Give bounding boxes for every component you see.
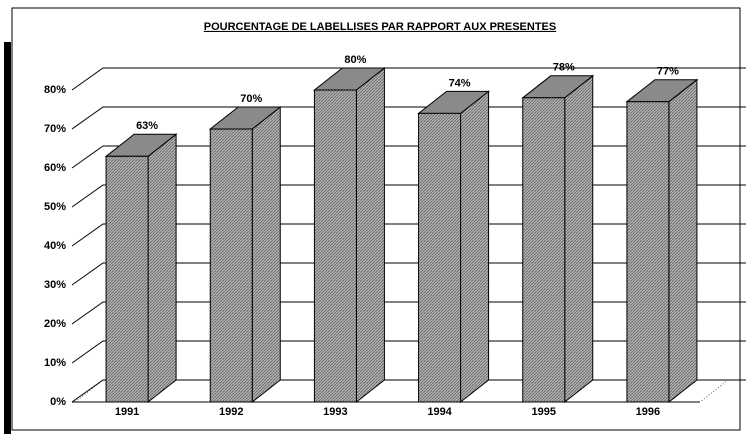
value-label: 63% (136, 120, 158, 132)
bar-side (668, 78, 698, 404)
y-tick-label: 0% (50, 396, 66, 408)
y-tick-label: 20% (44, 318, 66, 330)
x-tick-label: 1995 (532, 406, 556, 418)
y-tick-label: 10% (44, 357, 66, 369)
value-label: 80% (344, 54, 366, 66)
value-label: 77% (657, 66, 679, 78)
y-tick-label: 70% (44, 123, 66, 135)
x-tick-label: 1991 (115, 406, 139, 418)
grid-line (71, 67, 746, 91)
bar (209, 128, 253, 403)
bar (522, 97, 566, 403)
bar-side (355, 66, 385, 404)
x-tick-label: 1994 (427, 406, 452, 418)
y-tick-label: 60% (44, 162, 66, 174)
value-label: 78% (553, 62, 575, 74)
bar (105, 155, 149, 403)
y-tick-label: 80% (44, 84, 66, 96)
frame (11, 7, 741, 431)
x-tick-label: 1996 (636, 406, 660, 418)
bar-side (147, 133, 177, 404)
y-tick-label: 40% (44, 240, 66, 252)
y-tick-label: 30% (44, 279, 66, 291)
bar-side (460, 90, 490, 404)
y-tick-label: 50% (44, 201, 66, 213)
value-label: 70% (240, 93, 262, 105)
bar-side (564, 74, 594, 404)
value-label: 74% (449, 77, 471, 89)
edge-bar (4, 42, 11, 434)
bar (313, 89, 357, 403)
bar-side (251, 105, 281, 404)
chart-title: POURCENTAGE DE LABELLISES PAR RAPPORT AU… (204, 21, 556, 33)
x-tick-label: 1992 (219, 406, 243, 418)
bar (626, 101, 670, 403)
bar (418, 112, 462, 403)
x-tick-label: 1993 (323, 406, 347, 418)
